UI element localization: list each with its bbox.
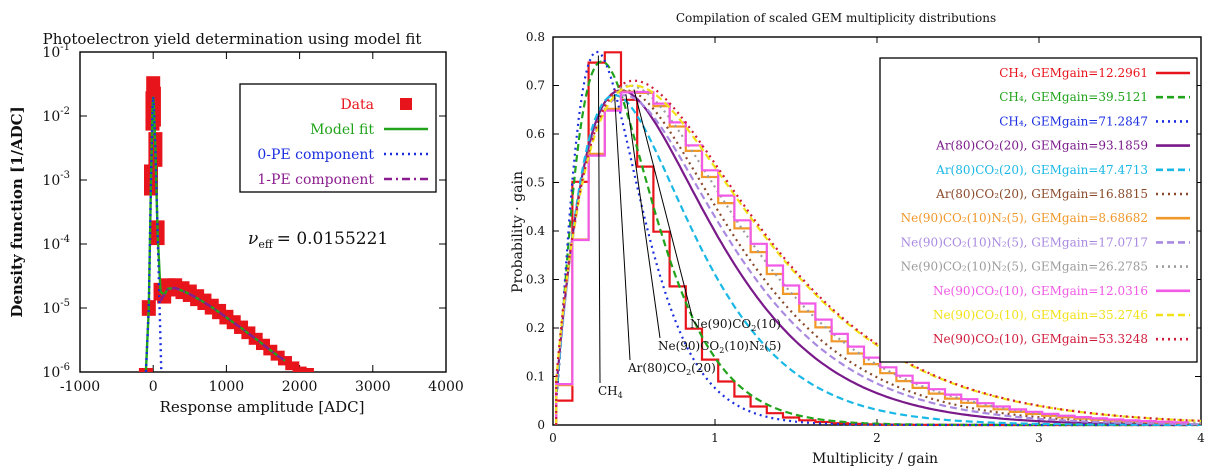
right-series-curve-9 — [555, 90, 1190, 426]
right-y-tick-label: 0.8 — [526, 30, 545, 44]
right-legend-label: Ne(90)CO₂(10)N₂(5), GEMgain=26.2785 — [901, 260, 1148, 274]
annotation-value: = 0.0155221 — [277, 229, 389, 249]
right-chart: Compilation of scaled GEM multiplicity d… — [510, 11, 1205, 467]
left-x-tick-label: 4000 — [428, 379, 464, 395]
gas-label-pointer — [597, 55, 601, 384]
left-x-tick-label: 3000 — [355, 379, 391, 395]
right-legend-label: Ar(80)CO₂(20), GEMgain=93.1859 — [935, 139, 1148, 153]
right-y-tick-label: 0 — [537, 418, 545, 432]
left-plot-frame — [79, 51, 447, 373]
left-legend-entries: Data Model fit 0-PE component 1-PE componen… — [257, 97, 428, 188]
annotation-symbol: ν — [248, 229, 258, 249]
data-point — [292, 366, 307, 372]
left-y-tick-label: 10-5 — [42, 298, 70, 317]
right-y-tick-label: 0.4 — [526, 224, 545, 238]
right-series-curve-6 — [555, 90, 1190, 426]
right-legend-label: Ne(90)CO₂(10)N₂(5), GEMgain=17.0717 — [901, 235, 1148, 249]
left-x-tick-label: 0 — [149, 379, 158, 395]
gas-label: CH4 — [598, 384, 623, 400]
right-legend-label: CH₄, GEMgain=12.2961 — [999, 66, 1148, 80]
right-legend-label: Ne(90)CO₂(10), GEMgain=12.0316 — [933, 284, 1148, 298]
gas-label: Ne(90)CO2(10)N₂(5) — [658, 339, 781, 355]
left-series — [138, 76, 314, 373]
right-legend — [879, 57, 1198, 363]
gas-label: Ne(90)CO2(10) — [690, 317, 781, 333]
left-x-ticks: -1000 0 1000 2000 3000 4000 — [60, 52, 464, 395]
data-point — [299, 368, 314, 372]
gas-label: Ar(80)CO2(20) — [627, 361, 716, 377]
data-point — [285, 361, 300, 371]
right-x-tick-label: 0 — [549, 431, 557, 445]
gas-label-pointer — [625, 94, 661, 339]
left-y-tick-label: 10-6 — [42, 362, 70, 381]
left-legend-label: Model fit — [310, 122, 374, 138]
right-legend-label: Ne(90)CO₂(10), GEMgain=53.3248 — [933, 332, 1148, 346]
right-y-tick-label: 0.6 — [526, 127, 545, 141]
gas-label-pointer — [633, 89, 693, 317]
right-series-curve-11 — [555, 79, 1202, 426]
series-line-3 — [159, 286, 286, 362]
legend-marker — [400, 98, 412, 110]
left-legend-label: 1-PE component — [257, 172, 374, 188]
right-series — [555, 50, 1202, 427]
right-series-curve-4 — [555, 94, 1201, 426]
right-x-tick-label: 2 — [873, 431, 881, 445]
right-legend-label: Ar(80)CO₂(20), GEMgain=16.8815 — [935, 187, 1148, 201]
left-y-tick-label: 10-3 — [42, 170, 70, 189]
right-series-curve-7 — [555, 94, 1201, 426]
right-legend-label: CH₄, GEMgain=39.5121 — [999, 90, 1148, 104]
right-y-tick-label: 0.5 — [526, 176, 545, 190]
left-legend-label: 0-PE component — [257, 147, 374, 163]
right-x-tick-label: 1 — [711, 431, 719, 445]
left-y-ticks: 10-1 10-2 10-3 10-4 10-5 10-6 — [42, 42, 446, 381]
right-y-tick-label: 0.7 — [526, 79, 545, 93]
left-x-axis-label: Response amplitude [ADC] — [160, 398, 365, 416]
right-legend-label: Ar(80)CO₂(20), GEMgain=47.4713 — [935, 163, 1148, 177]
right-x-tick-label: 4 — [1197, 431, 1205, 445]
right-y-tick-label: 0.3 — [526, 273, 545, 287]
left-y-axis-label: Density function [1/ADC] — [8, 106, 26, 317]
annotation-sub: eff — [258, 238, 274, 251]
left-nu-annotation: νeff = 0.0155221 — [248, 229, 388, 251]
series-line-2 — [144, 96, 163, 373]
right-legend-label: Ne(90)CO₂(10)N₂(5), GEMgain=8.68682 — [901, 211, 1148, 225]
right-legend-label: Ne(90)CO₂(10), GEMgain=35.2746 — [933, 308, 1148, 322]
right-chart-title: Compilation of scaled GEM multiplicity d… — [676, 11, 996, 25]
right-series-curve-10 — [555, 84, 1202, 426]
left-chart-title: Photoelectron yield determination using … — [43, 30, 422, 48]
left-y-tick-label: 10-2 — [42, 106, 70, 125]
left-legend-label: Data — [340, 97, 374, 113]
right-legend-entries: CH₄, GEMgain=12.2961 CH₄, GEMgain=39.5121… — [901, 66, 1190, 346]
left-x-tick-label: 1000 — [209, 379, 245, 395]
left-y-tick-label: 10-1 — [42, 42, 70, 61]
left-chart: Photoelectron yield determination using … — [8, 30, 464, 416]
right-x-axis-label: Multiplicity / gain — [812, 451, 938, 467]
right-y-axis-label: Probability · gain — [510, 171, 526, 293]
left-x-tick-label: -1000 — [60, 379, 100, 395]
right-y-ticks: 0 0.1 0.2 0.3 0.4 0.5 0.6 0.7 0.8 — [526, 30, 1201, 432]
right-y-tick-label: 0.1 — [526, 370, 545, 384]
right-y-tick-label: 0.2 — [526, 321, 545, 335]
right-series-curve-3 — [555, 89, 1201, 426]
left-y-tick-label: 10-4 — [42, 234, 70, 253]
right-legend-label: CH₄, GEMgain=71.2847 — [999, 114, 1148, 128]
right-x-tick-label: 3 — [1035, 431, 1043, 445]
gas-label-pointer — [614, 94, 631, 361]
left-x-tick-label: 2000 — [282, 379, 318, 395]
